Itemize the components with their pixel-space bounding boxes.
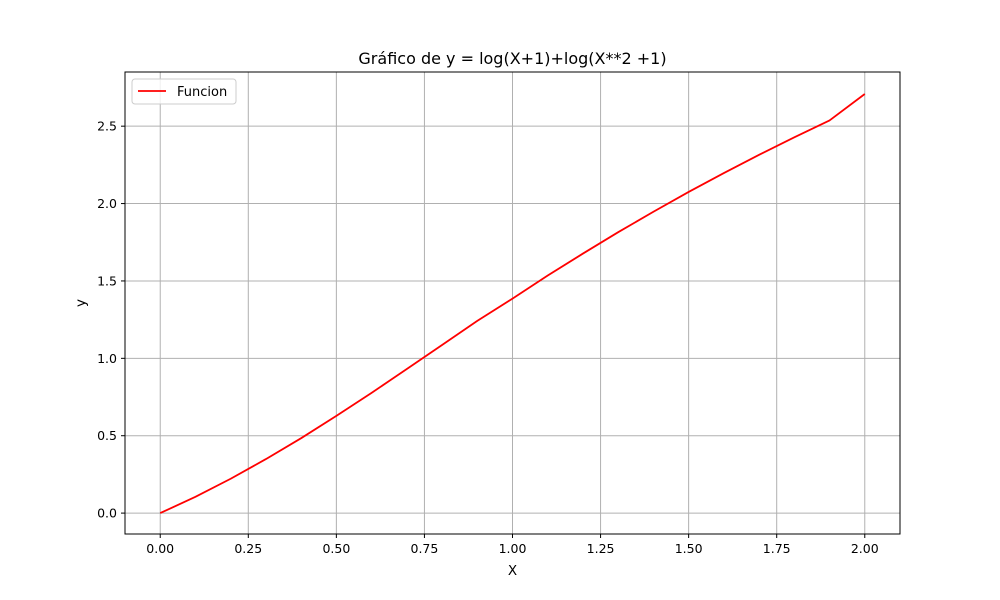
series-layer bbox=[159, 93, 866, 514]
x-tick-label: 0.25 bbox=[234, 541, 262, 556]
y-tick-label: 0.0 bbox=[97, 506, 117, 521]
x-axis: 0.00 0.25 0.50 0.75 1.00 1.25 1.50 1.75 2.00 bbox=[146, 534, 879, 556]
y-tick-label: 2.5 bbox=[97, 119, 117, 134]
x-tick-label: 1.25 bbox=[587, 541, 615, 556]
x-tick-label: 1.50 bbox=[675, 541, 703, 556]
y-tick-label: 1.5 bbox=[97, 273, 117, 288]
x-tick-label: 1.00 bbox=[499, 541, 527, 556]
x-tick-label: 2.00 bbox=[851, 541, 879, 556]
legend-label-funcion: Funcion bbox=[177, 85, 227, 100]
y-tick-label: 1.0 bbox=[97, 351, 117, 366]
legend-box bbox=[131, 78, 237, 105]
y-axis-label: y bbox=[73, 299, 89, 307]
x-axis-label: X bbox=[508, 563, 517, 579]
x-tick-label: 0.50 bbox=[322, 541, 350, 556]
grid bbox=[125, 72, 900, 534]
y-tick-label: 0.5 bbox=[97, 428, 117, 443]
y-tick-label: 2.0 bbox=[97, 196, 117, 211]
chart-title: Gráfico de y = log(X+1)+log(X**2 +1) bbox=[358, 49, 666, 68]
legend: Funcion bbox=[131, 78, 237, 105]
series-line-funcion bbox=[159, 93, 866, 514]
x-tick-label: 0.75 bbox=[411, 541, 439, 556]
x-tick-label: 1.75 bbox=[763, 541, 791, 556]
y-axis: 0.0 0.5 1.0 1.5 2.0 2.5 bbox=[97, 119, 125, 521]
x-tick-label: 0.00 bbox=[146, 541, 174, 556]
